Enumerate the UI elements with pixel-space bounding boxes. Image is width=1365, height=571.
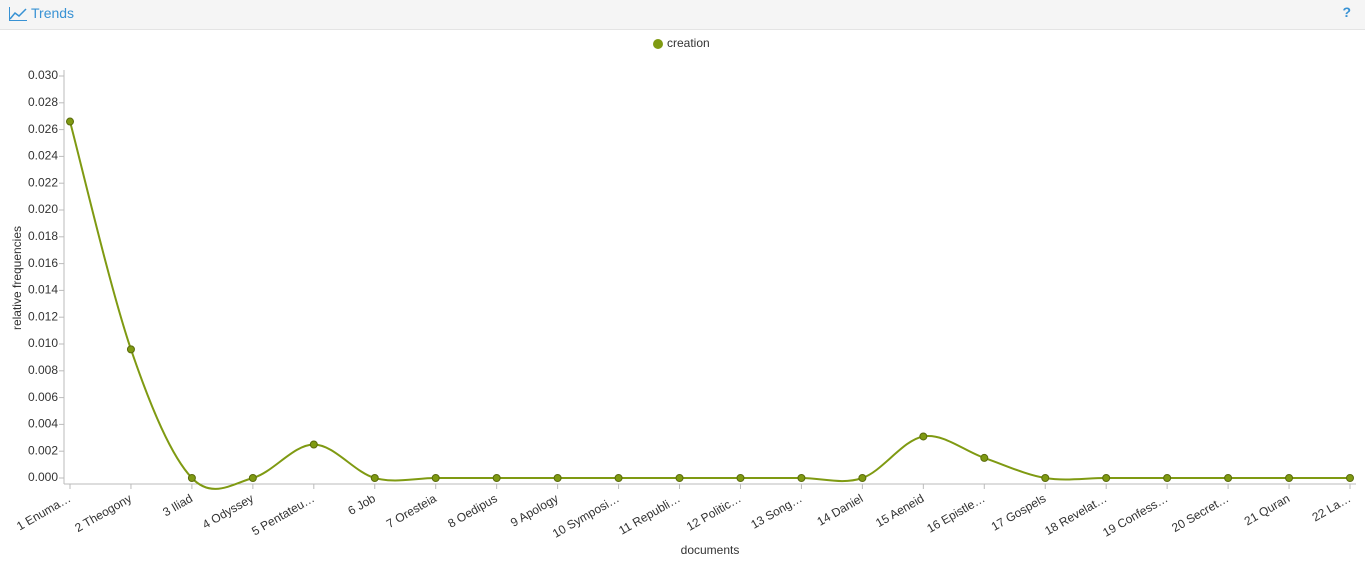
x-tick-label: 11 Republi… <box>616 491 682 537</box>
data-point <box>492 474 501 482</box>
y-tick-label: 0.000 <box>28 470 58 484</box>
x-tick-label: 16 Epistle… <box>924 491 987 535</box>
x-tick-label: 10 Symposi… <box>550 491 622 540</box>
trends-icon <box>9 7 27 21</box>
data-point <box>1285 474 1294 482</box>
series-line <box>69 121 1350 490</box>
data-point <box>431 474 440 482</box>
x-tick-label: 5 Pentateu… <box>249 491 317 538</box>
x-tick-label: 20 Secret… <box>1169 491 1231 535</box>
help-button[interactable]: ? <box>1342 4 1351 20</box>
data-point <box>370 474 379 482</box>
chart: documents relative frequencies 0.000 0.00… <box>10 36 1356 557</box>
x-tick-label: 21 Quran <box>1242 491 1292 528</box>
y-tick-label: 0.008 <box>28 363 58 377</box>
data-point <box>1163 474 1172 482</box>
data-point <box>309 440 318 449</box>
legend-marker <box>653 39 663 49</box>
data-point <box>1102 474 1111 482</box>
data-point <box>187 474 196 482</box>
y-tick-label: 0.024 <box>28 149 58 163</box>
data-point <box>980 453 989 462</box>
y-tick-label: 0.010 <box>28 336 58 350</box>
x-tick-label: 13 Song… <box>748 491 804 531</box>
x-tick-label: 3 Iliad <box>160 491 195 519</box>
x-tick-label: 17 Gospels <box>989 491 1049 533</box>
y-tick-label: 0.004 <box>28 417 58 431</box>
data-point <box>736 474 745 482</box>
y-tick-label: 0.022 <box>28 175 58 189</box>
x-tick-label: 4 Odyssey <box>200 491 256 531</box>
panel-title[interactable]: Trends <box>31 5 75 21</box>
data-point <box>797 474 806 482</box>
y-axis-title: relative frequencies <box>10 226 24 330</box>
data-point <box>66 117 74 126</box>
data-point <box>248 474 257 482</box>
y-tick-label: 0.006 <box>28 390 58 404</box>
y-tick-label: 0.028 <box>28 95 58 109</box>
y-tick-label: 0.012 <box>28 309 58 323</box>
x-tick-label: 12 Politic… <box>684 491 744 533</box>
x-tick-label: 7 Oresteia <box>384 491 439 531</box>
x-tick-label: 1 Enuma… <box>14 491 73 533</box>
y-tick-label: 0.020 <box>28 202 58 216</box>
data-point <box>1224 474 1233 482</box>
data-point <box>553 474 562 482</box>
x-tick-label: 22 La… <box>1310 491 1353 524</box>
x-tick-label: 2 Theogony <box>72 491 134 535</box>
legend-label: creation <box>667 36 710 50</box>
data-point <box>1346 474 1354 482</box>
x-tick-label: 6 Job <box>345 491 378 518</box>
y-tick-label: 0.030 <box>28 68 58 82</box>
y-tick-label: 0.026 <box>28 122 58 136</box>
x-axis-title: documents <box>681 543 740 557</box>
x-tick-label: 19 Confess… <box>1100 491 1170 539</box>
y-tick-label: 0.002 <box>28 443 58 457</box>
data-point <box>858 474 867 482</box>
data-point <box>1041 474 1050 482</box>
data-point <box>126 345 135 354</box>
panel-header: Trends ? <box>0 0 1365 30</box>
data-point <box>675 474 684 482</box>
data-point <box>919 432 928 441</box>
x-tick-label: 15 Aeneid <box>873 491 926 530</box>
data-point <box>614 474 623 482</box>
y-tick-label: 0.016 <box>28 256 58 270</box>
y-tick-label: 0.018 <box>28 229 58 243</box>
x-tick-label: 8 Oedipus <box>445 491 499 530</box>
x-tick-label: 18 Revelat… <box>1042 491 1109 538</box>
x-tick-label: 9 Apology <box>508 491 561 529</box>
y-tick-label: 0.014 <box>28 283 58 297</box>
x-tick-label: 14 Daniel <box>815 491 866 528</box>
